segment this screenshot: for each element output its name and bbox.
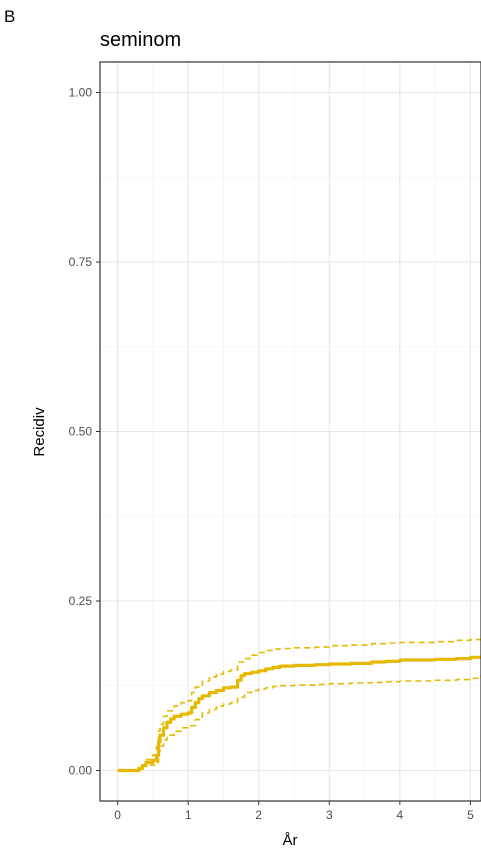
x-tick-label: 3: [326, 808, 333, 822]
x-axis-label: År: [283, 832, 298, 849]
chart-title: seminom: [100, 29, 181, 51]
panel-border: [99, 61, 481, 802]
panel-tag: B: [4, 7, 15, 26]
y-tick-label: 0.50: [69, 425, 93, 439]
y-tick-label: 1.00: [69, 86, 93, 100]
series-estimate-line: [117, 655, 481, 773]
x-tick-label: 1: [185, 808, 192, 822]
y-tick-label: 0.00: [69, 763, 93, 777]
plot-area: 0 1 2 3 4 5 0.00 0.25 0.50 0.75 1.00: [69, 61, 481, 822]
x-tick-label: 0: [114, 808, 121, 822]
y-tick-label: 0.75: [69, 255, 93, 269]
x-tick-label: 2: [255, 808, 262, 822]
series-upper-line: [145, 638, 481, 761]
series-lower-line: [149, 674, 481, 766]
x-tick-label: 4: [397, 808, 404, 822]
y-axis-label: Recidiv: [31, 407, 48, 457]
y-tick-label: 0.25: [69, 594, 93, 608]
x-tick-label: 5: [467, 808, 474, 822]
